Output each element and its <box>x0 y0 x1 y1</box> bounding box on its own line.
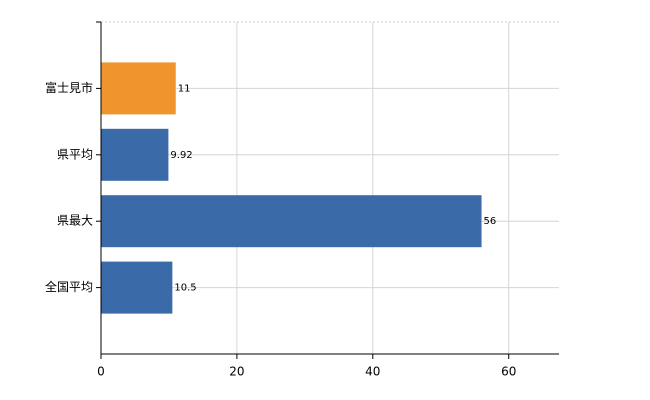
value-label: 9.92 <box>170 150 192 161</box>
value-label: 11 <box>178 83 191 94</box>
x-tick-label: 60 <box>501 365 516 379</box>
bar <box>101 195 482 248</box>
bar <box>101 261 173 314</box>
x-tick-label: 20 <box>229 365 244 379</box>
value-label: 10.5 <box>174 283 196 294</box>
y-tick-label: 全国平均 <box>45 279 93 294</box>
value-label: 56 <box>484 216 497 227</box>
bar <box>101 62 176 115</box>
y-tick-label: 県平均 <box>57 147 93 161</box>
x-tick-label: 40 <box>365 365 380 379</box>
bar <box>101 128 169 181</box>
y-tick-label: 富士見市 <box>45 80 93 95</box>
y-tick-label: 県最大 <box>57 214 93 228</box>
x-tick-label: 0 <box>97 365 105 379</box>
